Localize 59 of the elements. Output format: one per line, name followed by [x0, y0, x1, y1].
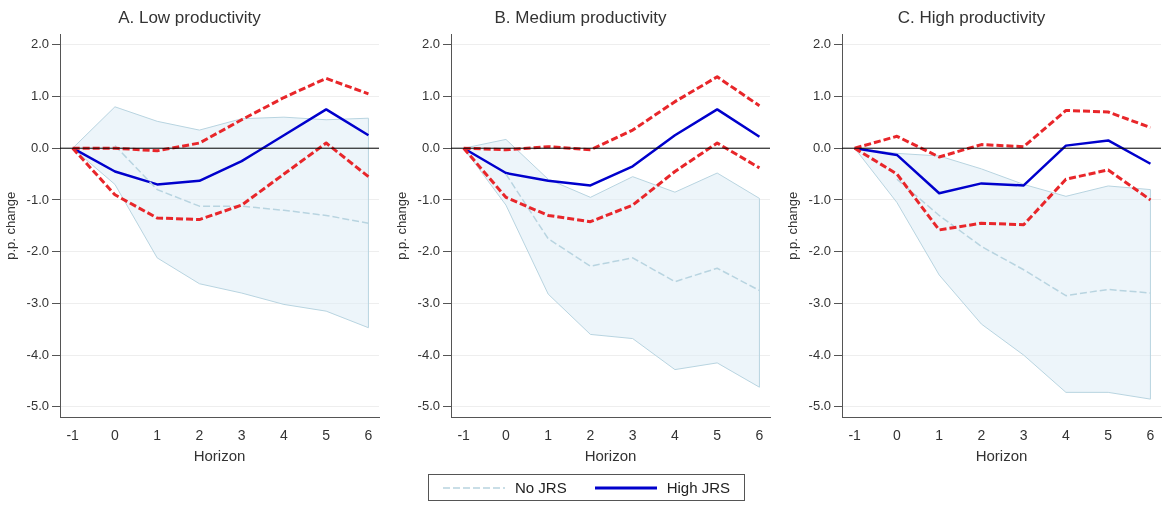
x-tick-label: -1 — [848, 427, 862, 444]
y-tick-label: -2.0 — [26, 243, 49, 259]
legend-label: High JRS — [666, 479, 731, 496]
x-tick-label: 0 — [111, 427, 120, 444]
x-tick-label: 4 — [280, 427, 289, 444]
x-tick-label: -1 — [66, 427, 80, 444]
chart-title: A. Low productivity — [118, 7, 262, 27]
legend-label: No JRS — [514, 479, 567, 496]
x-tick-label: 3 — [237, 427, 246, 444]
x-tick-label: 1 — [153, 427, 162, 444]
x-axis-title: Horizon — [975, 447, 1028, 465]
x-tick-label: 0 — [502, 427, 511, 444]
x-axis-title: Horizon — [193, 447, 246, 465]
y-tick-label: -4.0 — [808, 346, 831, 362]
y-tick-label: 2.0 — [30, 36, 49, 52]
x-tick-label: 4 — [1062, 427, 1071, 444]
y-tick-label: -3.0 — [26, 294, 49, 310]
x-tick-label: 4 — [671, 427, 680, 444]
x-tick-label: 6 — [364, 427, 373, 444]
x-axis-title: Horizon — [584, 447, 637, 465]
x-tick-label: 1 — [544, 427, 553, 444]
x-tick-label: 6 — [1146, 427, 1155, 444]
y-tick-label: -4.0 — [417, 346, 440, 362]
y-tick-label: 2.0 — [812, 36, 831, 52]
y-axis-title: p.p. change — [785, 191, 801, 260]
y-tick-label: 1.0 — [421, 88, 440, 104]
x-tick-label: 3 — [628, 427, 637, 444]
y-tick-label: 1.0 — [812, 88, 831, 104]
y-tick-label: -1.0 — [26, 191, 49, 207]
y-tick-label: -3.0 — [808, 294, 831, 310]
x-tick-label: 2 — [195, 427, 204, 444]
x-tick-label: 1 — [935, 427, 944, 444]
y-tick-label: 1.0 — [30, 88, 49, 104]
y-tick-label: 2.0 — [421, 36, 440, 52]
x-tick-label: 2 — [977, 427, 986, 444]
y-tick-label: -1.0 — [808, 191, 831, 207]
chart-title: C. High productivity — [897, 7, 1046, 27]
x-tick-label: 6 — [755, 427, 764, 444]
y-tick-label: -5.0 — [417, 398, 440, 414]
y-axis-title: p.p. change — [3, 191, 19, 260]
x-tick-label: 0 — [893, 427, 902, 444]
y-axis-title: p.p. change — [394, 191, 410, 260]
y-tick-label: 0.0 — [30, 139, 49, 155]
y-tick-label: -3.0 — [417, 294, 440, 310]
chart-title: B. Medium productivity — [494, 7, 667, 27]
x-tick-label: -1 — [457, 427, 471, 444]
y-tick-label: -1.0 — [417, 191, 440, 207]
y-tick-label: -4.0 — [26, 346, 49, 362]
y-tick-label: -2.0 — [808, 243, 831, 259]
y-tick-label: 0.0 — [812, 139, 831, 155]
y-tick-label: 0.0 — [421, 139, 440, 155]
x-tick-label: 2 — [586, 427, 595, 444]
x-tick-label: 5 — [1104, 427, 1113, 444]
y-tick-label: -2.0 — [417, 243, 440, 259]
x-tick-label: 3 — [1019, 427, 1028, 444]
y-tick-label: -5.0 — [26, 398, 49, 414]
x-tick-label: 5 — [322, 427, 331, 444]
x-tick-label: 5 — [713, 427, 722, 444]
y-tick-label: -5.0 — [808, 398, 831, 414]
